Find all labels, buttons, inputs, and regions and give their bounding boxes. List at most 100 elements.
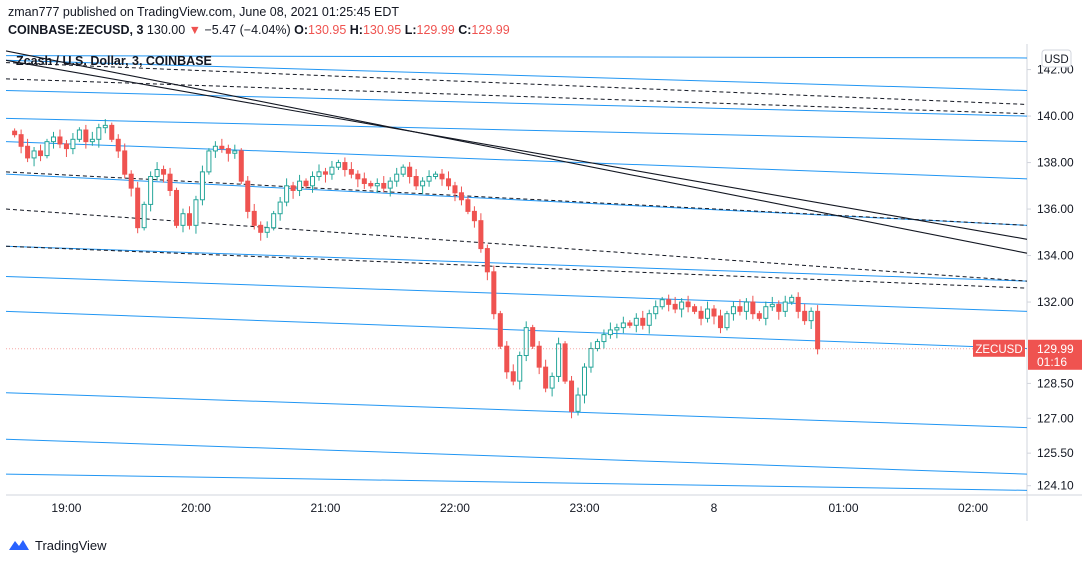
- candle-up: [763, 306, 769, 319]
- candle-up: [426, 176, 432, 182]
- candle-up: [400, 166, 406, 175]
- channel-line: [6, 275, 1028, 312]
- candle-down: [698, 310, 704, 319]
- currency-label: USD: [1044, 54, 1068, 66]
- candle-up: [614, 327, 620, 331]
- candle-down: [543, 366, 549, 389]
- x-tick-label: 02:00: [958, 501, 988, 515]
- low-value: 129.99: [416, 23, 455, 37]
- candle-up: [329, 166, 335, 175]
- x-tick-label: 20:00: [181, 501, 211, 515]
- publisher-line: zman777 published on TradingView.com, Ju…: [8, 5, 400, 19]
- dashed-trend-line: [6, 245, 1028, 289]
- tradingview-brand: TradingView: [35, 537, 107, 553]
- candle-up: [730, 306, 736, 315]
- candle-up: [277, 201, 283, 215]
- high-value: 130.95: [362, 23, 402, 37]
- candle-up: [232, 150, 238, 154]
- y-tick-label: 136.00: [1037, 202, 1074, 216]
- candle-up: [549, 375, 555, 389]
- candle-down: [245, 180, 251, 212]
- candle-up: [789, 296, 795, 303]
- x-tick-label: 21:00: [310, 501, 340, 515]
- channel-line: [6, 89, 1028, 117]
- y-tick-label: 134.00: [1037, 249, 1074, 263]
- dashed-trend-line: [6, 78, 1028, 115]
- candle-down: [478, 220, 484, 250]
- candle-up: [31, 150, 37, 159]
- candle-down: [290, 185, 296, 191]
- candle-up: [180, 213, 186, 226]
- footer: TradingView: [8, 535, 107, 555]
- candle-down: [57, 136, 63, 145]
- candle-down: [717, 315, 723, 329]
- candle-up: [44, 141, 50, 157]
- candle-down: [802, 310, 808, 322]
- high-label: H:: [349, 23, 363, 37]
- candle-up: [620, 322, 626, 329]
- candle-down: [452, 185, 458, 194]
- candle-down: [322, 171, 328, 175]
- candle-down: [368, 182, 374, 187]
- candle-down: [38, 150, 44, 157]
- candle-down: [530, 327, 536, 347]
- candle-down: [750, 301, 756, 315]
- y-tick-label: 125.50: [1037, 446, 1074, 460]
- candle-up: [212, 145, 218, 152]
- candle-down: [569, 380, 575, 412]
- candle-down: [225, 148, 231, 154]
- channel-line: [6, 173, 1028, 226]
- currency-box: [1041, 49, 1072, 68]
- candle-down: [795, 296, 801, 312]
- last-price: 130.00: [146, 23, 186, 37]
- candle-down: [348, 169, 354, 175]
- candle-down: [115, 138, 121, 152]
- candle-up: [556, 343, 562, 377]
- candle-up: [297, 180, 303, 191]
- price-change: −5.47 (−4.04%): [204, 23, 291, 37]
- candle-down: [666, 299, 672, 305]
- candle-down: [361, 178, 367, 184]
- candle-down: [491, 271, 497, 315]
- channel-line: [6, 245, 1028, 282]
- x-tick-label: 8: [711, 501, 718, 515]
- candle-down: [504, 345, 510, 373]
- candle-down: [128, 173, 134, 189]
- candle-up: [679, 301, 685, 310]
- channel-line: [6, 117, 1028, 143]
- price-tag-countdown: 01:16: [1037, 355, 1067, 369]
- candle-down: [685, 301, 691, 308]
- y-tick-label: 138.00: [1037, 156, 1074, 170]
- candle-down: [12, 130, 18, 136]
- candle-down: [174, 189, 180, 226]
- candle-up: [646, 313, 652, 326]
- close-label: C:: [458, 23, 472, 37]
- y-tick-label: 132.00: [1037, 295, 1074, 309]
- candle-down: [238, 150, 244, 182]
- candle-up: [387, 180, 393, 189]
- channel-line: [6, 59, 1028, 91]
- candle-down: [627, 322, 633, 326]
- candle-down: [756, 313, 762, 319]
- chart-frame[interactable]: 142.00 140.00 138.00 136.00 134.00 132.00 128.…: [6, 44, 1082, 521]
- symbol-tag: [973, 339, 1025, 357]
- candle-up: [420, 180, 426, 187]
- candle-up: [89, 138, 95, 143]
- candle-up: [581, 366, 588, 396]
- chart-title: Zcash / U.S. Dollar, 3, COINBASE: [16, 54, 212, 68]
- candle-up: [374, 182, 380, 187]
- candle-up: [199, 171, 205, 201]
- candle-down: [445, 178, 452, 187]
- candle-down: [167, 173, 173, 191]
- price-chart[interactable]: 142.00140.00138.00136.00134.00132.00128.…: [6, 44, 1082, 521]
- candle-down: [122, 150, 128, 175]
- close-value: 129.99: [471, 23, 510, 37]
- candle-up: [394, 173, 400, 182]
- channel-line: [6, 473, 1028, 491]
- candle-up: [743, 301, 749, 312]
- candle-up: [148, 176, 154, 205]
- candle-down: [471, 210, 477, 222]
- candle-down: [413, 176, 419, 187]
- candle-down: [135, 187, 141, 229]
- candle-down: [303, 180, 309, 187]
